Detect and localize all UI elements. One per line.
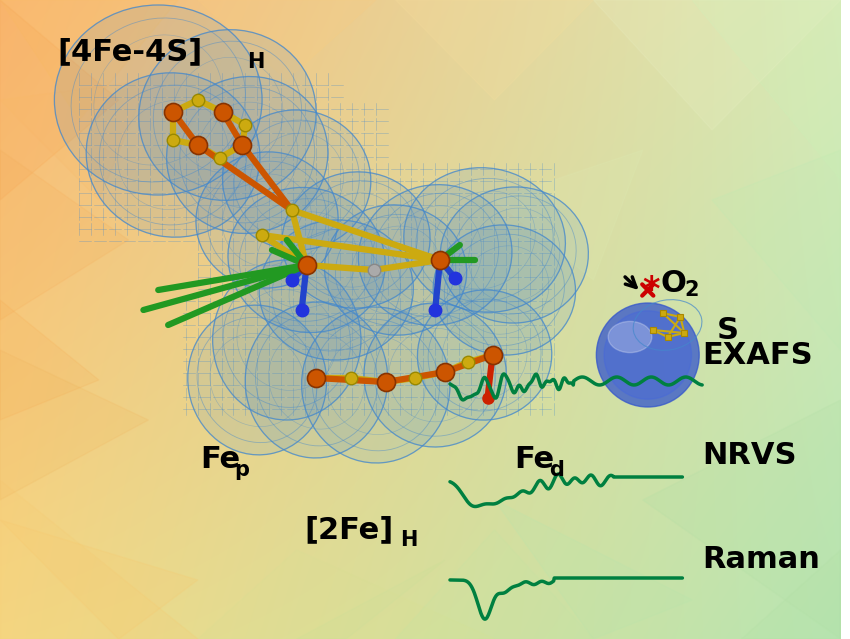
Ellipse shape	[245, 302, 388, 458]
Text: H: H	[400, 530, 418, 550]
Text: Fe: Fe	[200, 445, 240, 475]
Ellipse shape	[196, 152, 338, 288]
Polygon shape	[643, 400, 841, 639]
Text: d: d	[549, 460, 564, 480]
Ellipse shape	[359, 185, 512, 325]
Text: H: H	[247, 52, 264, 72]
Polygon shape	[495, 500, 692, 639]
Polygon shape	[692, 0, 841, 180]
Ellipse shape	[212, 260, 361, 420]
Polygon shape	[395, 0, 593, 100]
Polygon shape	[297, 560, 445, 639]
Ellipse shape	[608, 321, 652, 353]
Polygon shape	[0, 0, 119, 200]
Ellipse shape	[302, 307, 450, 463]
Text: O: O	[660, 268, 687, 298]
Polygon shape	[0, 350, 149, 500]
Text: [4Fe-4S]: [4Fe-4S]	[57, 38, 202, 66]
Circle shape	[604, 311, 692, 399]
Text: Fe: Fe	[514, 445, 554, 475]
Ellipse shape	[228, 187, 385, 332]
Circle shape	[597, 303, 700, 407]
Ellipse shape	[139, 29, 316, 201]
Polygon shape	[198, 0, 376, 80]
Ellipse shape	[86, 73, 260, 237]
Polygon shape	[593, 0, 841, 130]
Ellipse shape	[440, 187, 588, 323]
Ellipse shape	[223, 110, 371, 250]
Polygon shape	[198, 550, 495, 639]
Ellipse shape	[325, 205, 467, 335]
Text: 2: 2	[684, 280, 699, 300]
Polygon shape	[395, 530, 593, 639]
Ellipse shape	[167, 77, 328, 233]
Ellipse shape	[54, 5, 262, 195]
Ellipse shape	[282, 172, 430, 308]
Ellipse shape	[417, 290, 552, 420]
Polygon shape	[712, 150, 841, 350]
Text: *: *	[642, 273, 660, 307]
Text: EXAFS: EXAFS	[702, 341, 813, 369]
Polygon shape	[0, 80, 149, 200]
Ellipse shape	[404, 167, 565, 312]
Polygon shape	[0, 300, 99, 420]
Text: [2Fe]: [2Fe]	[304, 516, 394, 544]
Text: S: S	[717, 316, 739, 344]
Polygon shape	[0, 520, 198, 639]
Text: p: p	[235, 460, 249, 480]
Polygon shape	[0, 0, 178, 120]
Ellipse shape	[259, 220, 413, 360]
Polygon shape	[742, 550, 841, 639]
Text: NRVS: NRVS	[702, 440, 796, 470]
Polygon shape	[0, 480, 198, 639]
Ellipse shape	[188, 305, 326, 455]
Polygon shape	[0, 150, 128, 320]
Ellipse shape	[364, 303, 507, 447]
Polygon shape	[495, 150, 643, 280]
Ellipse shape	[434, 225, 575, 355]
Text: Raman: Raman	[702, 546, 820, 574]
